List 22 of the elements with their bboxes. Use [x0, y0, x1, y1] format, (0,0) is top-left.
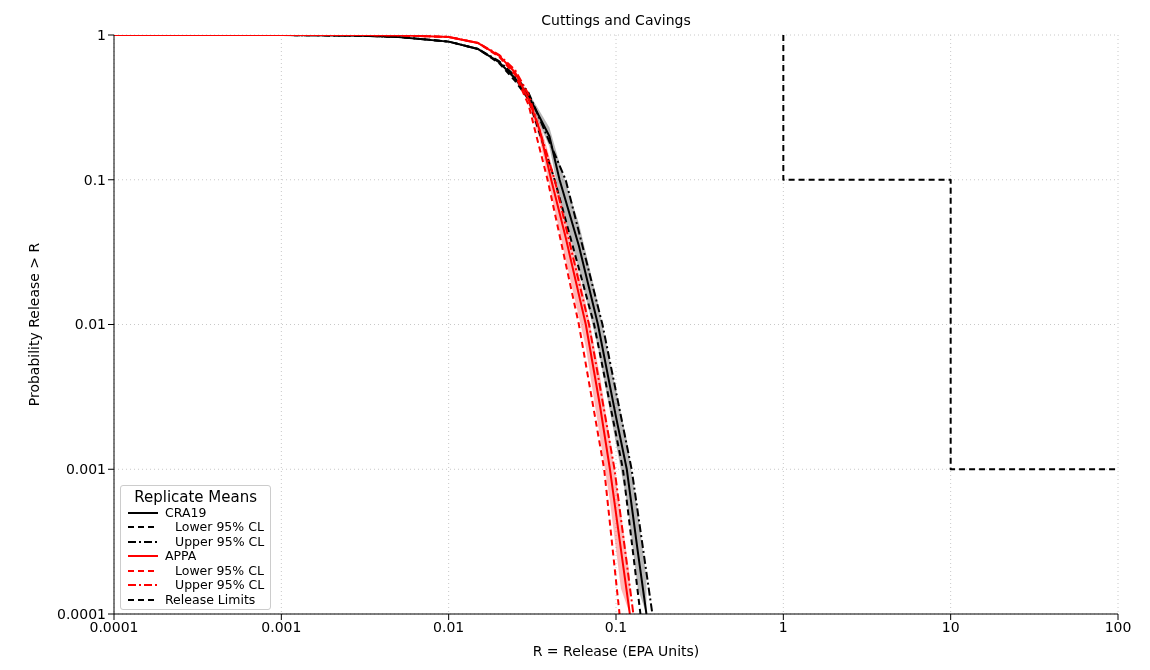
- x-tick-label: 100: [1104, 618, 1132, 635]
- x-tick-label: 0.1: [604, 618, 628, 635]
- y-tick-label: 0.001: [65, 461, 106, 478]
- legend-label: APPA: [165, 548, 197, 564]
- legend-label: Release Limits: [165, 591, 256, 607]
- y-tick-label: 0.01: [74, 316, 106, 333]
- x-tick-label: 0.001: [261, 618, 302, 635]
- y-tick-label: 1: [97, 26, 106, 43]
- chart-title: Cuttings and Cavings: [540, 12, 692, 28]
- legend-title: Replicate Means: [133, 487, 259, 506]
- y-axis-title: Probability Release > R: [25, 242, 42, 407]
- x-tick-label: 0.01: [433, 618, 465, 635]
- x-axis-title: R = Release (EPA Units): [532, 643, 700, 659]
- legend-label: CRA19: [165, 504, 207, 520]
- y-tick-label: 0.1: [83, 171, 106, 188]
- x-tick-label: 1: [778, 618, 788, 635]
- legend-label: Lower 95% CL: [174, 562, 264, 578]
- legend-label: Upper 95% CL: [174, 577, 265, 593]
- x-tick-label: 10: [941, 618, 960, 635]
- legend-label: Lower 95% CL: [174, 519, 264, 535]
- legend-label: Upper 95% CL: [174, 533, 265, 549]
- y-tick-label: 0.0001: [57, 605, 106, 622]
